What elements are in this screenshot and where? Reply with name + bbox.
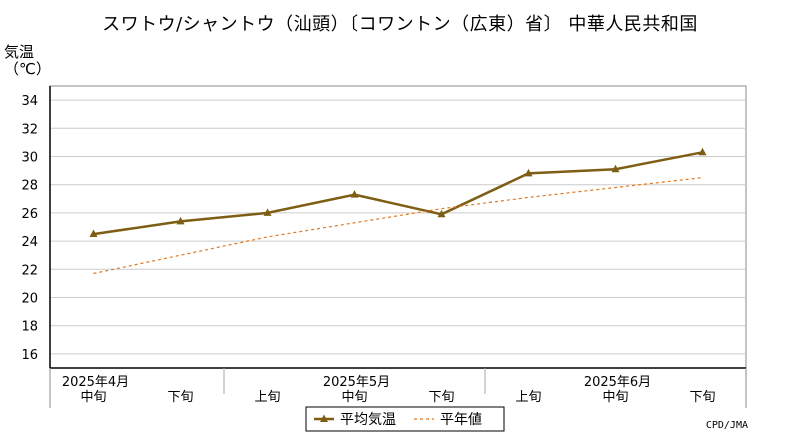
y-tick-label-28: 28 [21,179,38,194]
legend-marker-0 [320,414,328,422]
y-tick-label-22: 22 [21,263,38,278]
y-tick-label-18: 18 [21,320,38,335]
series-0-point-1 [176,216,185,225]
x-tick-label-3: 中旬 [341,390,367,405]
series-0-point-3 [350,190,359,198]
legend-label-1: 平年値 [440,412,482,428]
y-tick-label-34: 34 [21,94,38,109]
series-0-point-5 [524,168,533,177]
series-0-point-4 [437,209,446,218]
x-tick-label-0: 中旬 [80,390,106,405]
plot-area [49,85,747,369]
x-tick-label-7: 下旬 [689,390,715,405]
y-tick-label-32: 32 [21,122,38,137]
y-tick-label-16: 16 [21,348,38,363]
chart-title: スワトウ/シャントウ（汕頭）〔コワントン（広東）省〕 中華人民共和国 [102,14,698,35]
x-tick-label-4: 下旬 [428,390,454,405]
month-label-0: 2025年4月 [62,375,129,390]
series-0-point-6 [611,164,620,173]
y-axis-label-line2: （℃） [4,60,51,78]
credit-text: CPD/JMA [705,420,748,431]
x-tick-label-2: 上旬 [254,390,280,405]
series-line-0 [93,151,703,236]
y-axis-label: 気温 （℃） [4,44,51,78]
x-tick-label-5: 上旬 [515,390,541,405]
y-tick-label-24: 24 [21,235,38,250]
y-tick-label-20: 20 [21,292,38,307]
month-label-2: 2025年6月 [584,375,651,390]
series-0-point-0 [89,229,98,238]
legend-box [305,406,505,432]
series-line-1 [93,177,703,275]
month-label-1: 2025年5月 [323,375,390,390]
series-0-point-2 [263,208,272,216]
y-axis-label-line1: 気温 [4,43,35,61]
y-tick-label-30: 30 [21,151,38,166]
x-tick-label-6: 中旬 [602,390,628,405]
x-tick-label-1: 下旬 [167,390,193,405]
legend-label-0: 平均気温 [340,412,396,428]
y-tick-label-26: 26 [21,207,38,222]
series-0-point-7 [698,147,707,156]
